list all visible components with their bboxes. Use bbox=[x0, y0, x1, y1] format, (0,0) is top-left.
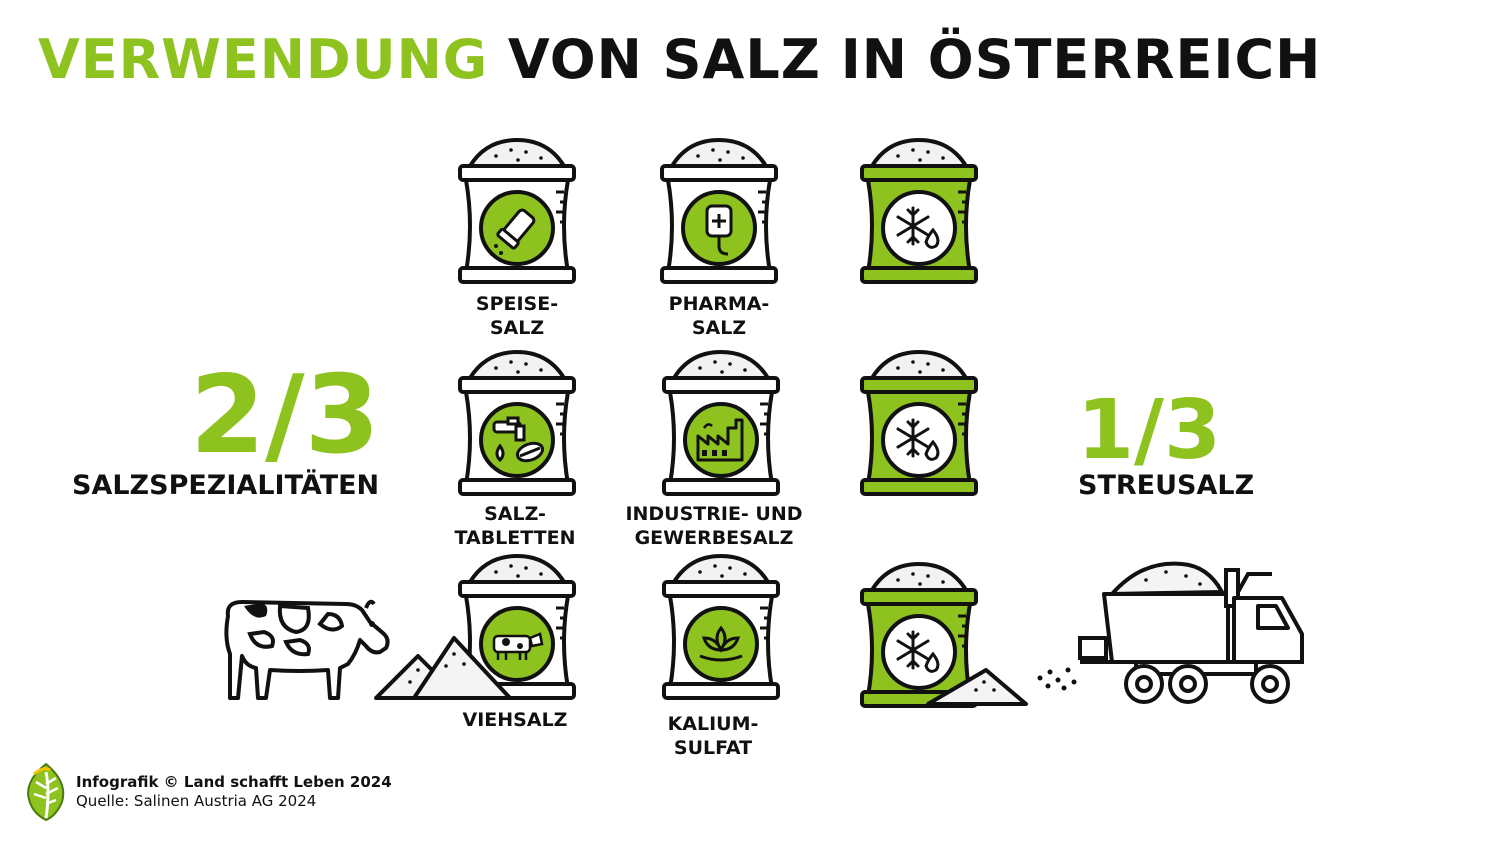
label-salztabletten-line1: SALZ- bbox=[484, 503, 546, 525]
footer-credit: Infografik © Land schafft Leben 2024 bbox=[76, 773, 392, 791]
land-schafft-leben-logo-icon bbox=[26, 762, 65, 822]
label-pharmasalz: PHARMA- SALZ bbox=[609, 292, 829, 340]
label-viehsalz: VIEHSALZ bbox=[405, 708, 625, 732]
label-pharmasalz-line2: SALZ bbox=[691, 317, 747, 339]
label-kaliumsulfat-line1: KALIUM- bbox=[667, 713, 759, 735]
left-share-value: 2/3 bbox=[190, 353, 380, 478]
road-salt-pile-icon bbox=[926, 668, 1028, 706]
label-speisesalz: SPEISE- SALZ bbox=[407, 292, 627, 340]
cow-icon bbox=[458, 554, 576, 700]
snowflake-drop-icon bbox=[860, 138, 978, 284]
salt-shaker-icon bbox=[458, 138, 576, 284]
viehsalz-sack bbox=[456, 552, 578, 702]
right-share-label: STREUSALZ bbox=[1078, 470, 1255, 501]
plant-icon bbox=[662, 554, 780, 700]
streusalz-sack-3 bbox=[858, 560, 980, 710]
label-salztabletten-line2: TABLETTEN bbox=[454, 527, 576, 549]
pharmasalz-sack bbox=[658, 136, 780, 286]
label-salztabletten: SALZ- TABLETTEN bbox=[405, 502, 625, 550]
label-viehsalz-line1: VIEHSALZ bbox=[462, 709, 568, 731]
label-kaliumsulfat-line2: SULFAT bbox=[673, 737, 753, 759]
title-highlight: VERWENDUNG bbox=[38, 28, 489, 91]
label-pharmasalz-line1: PHARMA- bbox=[668, 293, 770, 315]
label-speisesalz-line2: SALZ bbox=[489, 317, 545, 339]
label-industriesalz-line2: GEWERBESALZ bbox=[634, 527, 794, 549]
iv-bag-icon bbox=[660, 138, 778, 284]
speisesalz-sack bbox=[456, 136, 578, 286]
cow-illustration-icon bbox=[224, 599, 390, 700]
industriesalz-sack bbox=[660, 348, 782, 498]
snowflake-drop-icon bbox=[860, 562, 978, 708]
left-share-label: SALZSPEZIALITÄTEN bbox=[72, 470, 380, 501]
title-rest: VON SALZ IN ÖSTERREICH bbox=[507, 28, 1322, 91]
salztabletten-sack bbox=[456, 348, 578, 498]
salt-pile-icon bbox=[374, 636, 512, 700]
streusalz-sack-2 bbox=[858, 348, 980, 498]
label-industriesalz: INDUSTRIE- UND GEWERBESALZ bbox=[604, 502, 824, 550]
factory-icon bbox=[662, 350, 780, 496]
label-industriesalz-line1: INDUSTRIE- UND bbox=[625, 503, 803, 525]
scattered-salt-icon bbox=[1037, 667, 1077, 691]
label-speisesalz-line1: SPEISE- bbox=[475, 293, 559, 315]
dump-truck-icon bbox=[1078, 561, 1304, 704]
streusalz-sack-1 bbox=[858, 136, 980, 286]
kaliumsulfat-sack bbox=[660, 552, 782, 702]
page-title: VERWENDUNG VON SALZ IN ÖSTERREICH bbox=[38, 30, 1321, 89]
footer: Infografik © Land schafft Leben 2024 Que… bbox=[76, 773, 392, 811]
footer-source: Quelle: Salinen Austria AG 2024 bbox=[76, 792, 317, 810]
snowflake-drop-icon bbox=[860, 350, 978, 496]
right-share-value: 1/3 bbox=[1077, 383, 1222, 478]
label-kaliumsulfat: KALIUM- SULFAT bbox=[603, 712, 823, 760]
water-tap-tablet-icon bbox=[458, 350, 576, 496]
